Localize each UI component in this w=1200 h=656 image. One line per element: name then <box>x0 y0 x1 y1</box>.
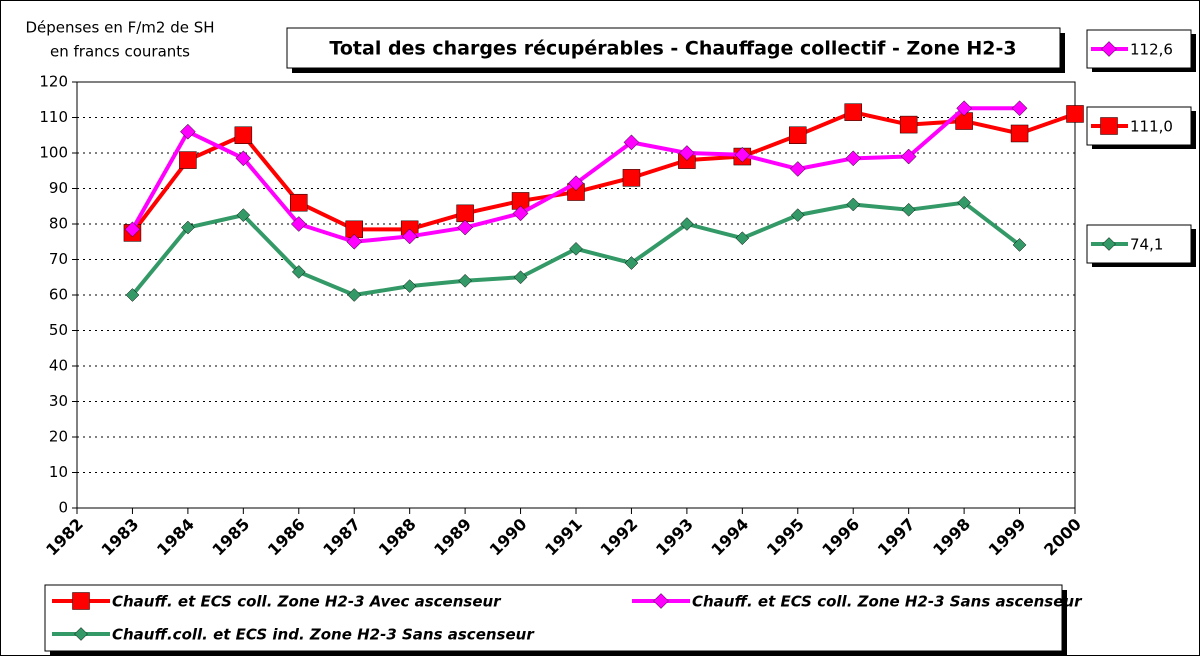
marker <box>845 150 862 167</box>
y-tick-label: 20 <box>49 428 68 446</box>
marker <box>458 273 472 288</box>
marker <box>1010 124 1029 143</box>
marker <box>346 233 363 250</box>
marker <box>347 288 362 302</box>
callout-label: 74,1 <box>1130 236 1163 254</box>
marker <box>1100 117 1118 135</box>
marker <box>513 270 528 285</box>
marker <box>789 161 806 177</box>
y-tick-label: 50 <box>49 321 68 339</box>
y-tick-label: 90 <box>49 179 68 197</box>
marker <box>180 123 196 140</box>
marker <box>622 169 641 187</box>
legend-label: Chauff. et ECS coll. Zone H2-3 Sans asce… <box>692 593 1083 611</box>
marker <box>179 151 197 169</box>
marker <box>846 197 861 212</box>
y-axis-label: en francs courants <box>50 43 190 61</box>
series-line <box>130 110 1076 235</box>
y-tick-label: 120 <box>39 73 68 91</box>
chart-title: Total des charges récupérables - Chauffa… <box>329 38 1016 60</box>
marker <box>653 593 669 609</box>
marker <box>844 103 862 121</box>
marker <box>568 175 584 192</box>
y-tick-label: 30 <box>49 392 68 410</box>
marker <box>569 241 583 256</box>
title-box <box>286 27 1061 69</box>
legend-label: Chauff.coll. et ECS ind. Zone H2-3 Sans … <box>112 626 535 644</box>
marker <box>789 126 807 144</box>
marker <box>290 193 308 212</box>
marker <box>900 148 917 165</box>
marker <box>624 256 639 270</box>
marker <box>1101 41 1117 57</box>
marker <box>74 627 88 641</box>
marker <box>957 195 971 210</box>
y-tick-label: 10 <box>49 463 68 481</box>
marker <box>956 100 972 117</box>
y-tick-label: 70 <box>49 250 68 268</box>
marker <box>899 115 918 134</box>
y-tick-label: 60 <box>49 286 68 304</box>
marker <box>512 205 529 222</box>
marker <box>125 288 140 302</box>
marker <box>181 220 195 235</box>
y-tick-label: 40 <box>49 357 68 375</box>
marker <box>401 228 418 245</box>
legend-label: Chauff. et ECS coll. Zone H2-3 Avec asce… <box>112 593 502 611</box>
marker <box>236 208 251 222</box>
marker <box>680 217 694 231</box>
marker <box>623 134 640 151</box>
legend-box <box>44 584 1063 652</box>
marker <box>290 216 307 232</box>
y-tick-label: 110 <box>39 108 68 126</box>
marker <box>679 145 695 161</box>
marker <box>1012 238 1027 252</box>
y-tick-label: 100 <box>39 144 68 162</box>
marker <box>456 204 474 223</box>
callout-label: 111,0 <box>1130 118 1173 136</box>
marker <box>72 592 90 610</box>
y-tick-label: 0 <box>58 499 68 517</box>
callout-label: 112,6 <box>1130 41 1173 59</box>
y-axis-label: Dépenses en F/m2 de SH <box>25 19 214 37</box>
marker <box>291 265 306 279</box>
marker <box>402 279 417 293</box>
marker <box>735 231 750 246</box>
marker <box>1066 105 1084 123</box>
marker <box>457 219 473 236</box>
marker <box>235 150 252 167</box>
marker <box>901 202 916 217</box>
callout-box <box>1086 29 1192 69</box>
marker <box>790 208 805 222</box>
marker <box>734 146 751 163</box>
marker <box>124 221 141 238</box>
marker <box>1102 237 1116 251</box>
y-tick-label: 80 <box>49 215 68 233</box>
marker <box>234 126 253 144</box>
marker <box>1011 100 1028 117</box>
